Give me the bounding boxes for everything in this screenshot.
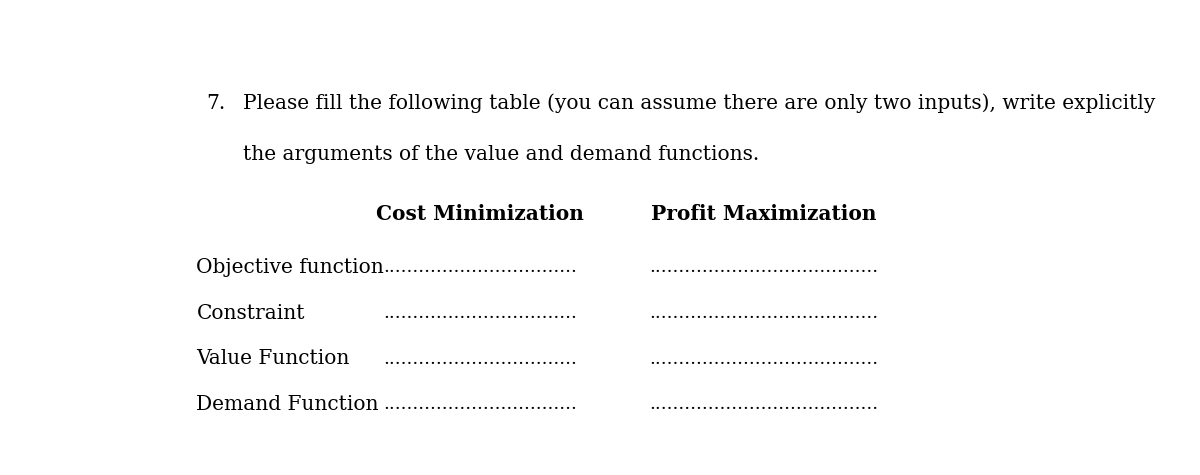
Text: the arguments of the value and demand functions.: the arguments of the value and demand fu… — [242, 145, 760, 164]
Text: Cost Minimization: Cost Minimization — [377, 204, 584, 224]
Text: Objective function: Objective function — [197, 258, 384, 277]
Text: .......................................: ....................................... — [649, 350, 878, 368]
Text: .......................................: ....................................... — [649, 258, 878, 276]
Text: Constraint: Constraint — [197, 304, 305, 323]
Text: Profit Maximization: Profit Maximization — [652, 204, 876, 224]
Text: Please fill the following table (you can assume there are only two inputs), writ: Please fill the following table (you can… — [242, 94, 1156, 113]
Text: .................................: ................................. — [383, 258, 577, 276]
Text: .................................: ................................. — [383, 350, 577, 368]
Text: 7.: 7. — [206, 94, 226, 113]
Text: .......................................: ....................................... — [649, 304, 878, 322]
Text: .................................: ................................. — [383, 304, 577, 322]
Text: Demand Function: Demand Function — [197, 395, 379, 414]
Text: .......................................: ....................................... — [649, 396, 878, 413]
Text: Value Function: Value Function — [197, 349, 350, 368]
Text: .................................: ................................. — [383, 396, 577, 413]
